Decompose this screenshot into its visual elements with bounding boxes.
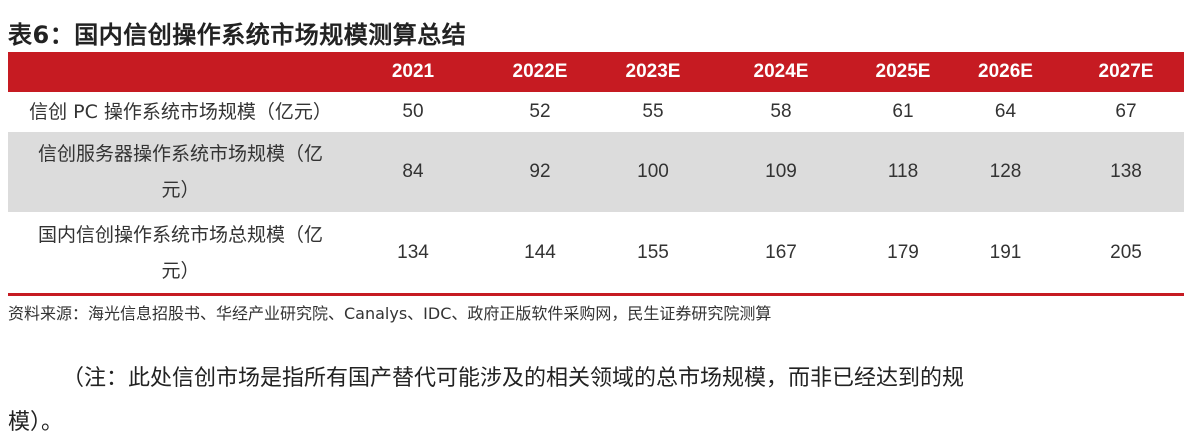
table-cell: 61 xyxy=(892,101,914,122)
header-cell-2021: 2021 xyxy=(391,61,435,82)
table-cell: 138 xyxy=(1110,161,1142,182)
table-header-row: 2021 2022E 2023E 2024E 2025E 2026E 2027E xyxy=(8,52,1184,92)
row-label: 信创服务器操作系统市场规模（亿元） xyxy=(37,143,323,201)
header-cell-2025e: 2025E xyxy=(875,61,931,82)
table-cell: 58 xyxy=(770,101,792,122)
table-cell: 84 xyxy=(402,161,424,182)
table-cell: 128 xyxy=(989,161,1022,182)
header-cell-blank xyxy=(8,52,353,92)
table-cell: 55 xyxy=(642,101,664,122)
table-bottom-rule xyxy=(8,293,1184,296)
table-cell: 67 xyxy=(1115,101,1137,122)
table-cell: 92 xyxy=(529,161,551,182)
table-cell: 109 xyxy=(765,161,797,182)
header-cell-2024e: 2024E xyxy=(753,61,809,82)
header-cell-2026e: 2026E xyxy=(978,61,1033,82)
footnote-paragraph: （注：此处信创市场是指所有国产替代可能涉及的相关领域的总市场规模，而非已经达到的… xyxy=(8,357,968,445)
header-cell-2023e: 2023E xyxy=(625,61,681,82)
table-cell: 100 xyxy=(637,161,669,182)
table-cell: 134 xyxy=(397,241,429,263)
table-cell: 144 xyxy=(524,241,556,263)
table-cell: 50 xyxy=(402,101,424,122)
table-cell: 64 xyxy=(994,101,1017,122)
table-row: 信创服务器操作系统市场规模（亿元） 84 92 100 109 118 128 … xyxy=(8,132,1184,212)
table-row: 国内信创操作系统市场总规模（亿元） 134 144 155 167 179 19… xyxy=(8,212,1184,293)
table-cell: 52 xyxy=(529,101,551,122)
table-cell: 167 xyxy=(765,241,797,263)
table-row: 信创 PC 操作系统市场规模（亿元） 50 52 55 58 61 64 67 xyxy=(8,92,1184,132)
row-label: 信创 PC 操作系统市场规模（亿元） xyxy=(29,101,332,123)
source-note: 资料来源：海光信息招股书、华经产业研究院、Canalys、IDC、政府正版软件采… xyxy=(8,304,772,323)
table-title: 表6：国内信创操作系统市场规模测算总结 xyxy=(8,21,467,49)
row-label: 国内信创操作系统市场总规模（亿元） xyxy=(37,223,323,282)
table-cell: 191 xyxy=(989,241,1022,263)
header-cell-2022e: 2022E xyxy=(512,61,568,82)
header-cell-2027e: 2027E xyxy=(1098,61,1154,82)
table-cell: 205 xyxy=(1110,241,1142,263)
market-size-table: 2021 2022E 2023E 2024E 2025E 2026E 2027E… xyxy=(8,52,1184,293)
table-cell: 118 xyxy=(887,161,919,182)
table-cell: 155 xyxy=(637,241,669,263)
table-cell: 179 xyxy=(887,241,919,263)
footnote-text: （注：此处信创市场是指所有国产替代可能涉及的相关领域的总市场规模，而非已经达到的… xyxy=(8,366,965,435)
